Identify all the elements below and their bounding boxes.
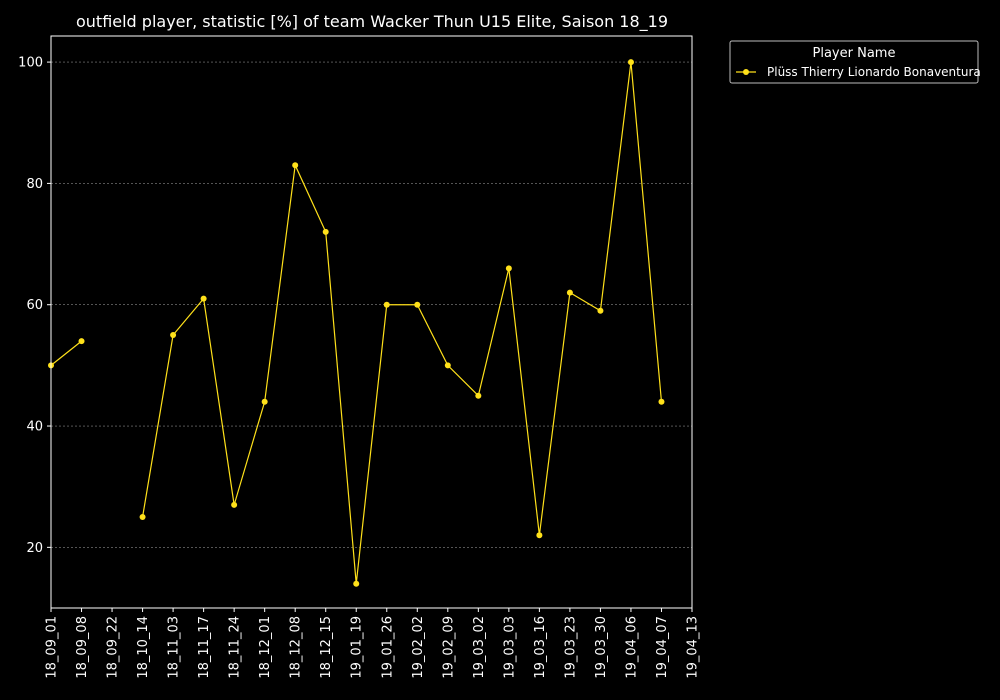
x-tick-label: 18_11_24 <box>228 616 243 679</box>
data-point <box>475 392 482 399</box>
x-axis: 18_09_01 18_09_08 18_09_22 18_10_14 18_11_03… <box>45 608 701 679</box>
legend-title: Player Name <box>813 46 896 61</box>
data-point <box>78 338 85 345</box>
y-tick-label: 80 <box>26 177 43 192</box>
x-tick-label: 19_02_09 <box>441 616 456 679</box>
data-point <box>444 362 451 369</box>
x-tick-label: 19_03_23 <box>563 616 578 679</box>
y-tick-label: 100 <box>18 56 43 71</box>
legend: Player Name Plüss Thierry Lionardo Bonav… <box>729 40 981 84</box>
x-tick-label: 19_03_03 <box>502 616 517 679</box>
data-point <box>170 332 177 339</box>
data-point <box>200 295 207 302</box>
x-tick-label: 19_03_02 <box>472 616 487 679</box>
data-point <box>292 162 299 169</box>
data-point <box>505 265 512 272</box>
legend-marker-swatch <box>743 69 749 75</box>
y-tick-label: 40 <box>26 420 43 435</box>
x-tick-label: 19_04_13 <box>686 616 701 679</box>
x-tick-label: 18_10_14 <box>136 616 151 679</box>
x-tick-label: 18_11_17 <box>197 616 212 679</box>
x-tick-label: 19_03_16 <box>533 616 548 679</box>
data-point <box>139 514 146 521</box>
x-tick-label: 18_09_22 <box>106 616 121 679</box>
x-tick-label: 19_02_02 <box>411 616 426 679</box>
plot-frame <box>50 35 693 609</box>
legend-box <box>729 40 979 84</box>
data-point <box>566 289 573 296</box>
data-point <box>658 398 665 405</box>
y-tick-label: 60 <box>26 298 43 313</box>
data-point <box>231 501 238 508</box>
x-tick-label: 19_01_26 <box>380 616 395 679</box>
x-tick-label: 18_12_15 <box>319 616 334 679</box>
series-layer <box>48 59 665 587</box>
chart-title: outfield player, statistic [%] of team W… <box>76 12 668 32</box>
data-point <box>414 301 421 308</box>
data-point <box>383 301 390 308</box>
x-tick-label: 19_01_19 <box>350 616 365 679</box>
series-line <box>141 62 663 584</box>
data-point <box>597 307 604 314</box>
data-point <box>536 532 543 539</box>
x-tick-label: 19_04_07 <box>655 616 670 679</box>
legend-label: Plüss Thierry Lionardo Bonaventura <box>767 65 981 79</box>
x-tick-label: 19_04_06 <box>624 616 639 679</box>
x-tick-label: 18_09_08 <box>75 616 90 679</box>
x-tick-label: 18_12_08 <box>289 616 304 679</box>
x-tick-label: 18_11_03 <box>167 616 182 679</box>
y-axis: 20 40 60 80 100 <box>18 56 51 556</box>
x-tick-label: 19_03_30 <box>594 616 609 679</box>
data-point <box>627 59 634 66</box>
data-point <box>261 398 268 405</box>
data-point <box>353 580 360 587</box>
x-tick-label: 18_12_01 <box>258 616 273 679</box>
y-tick-label: 20 <box>26 541 43 556</box>
data-point <box>322 228 329 235</box>
series-line <box>50 340 82 366</box>
grid-lines <box>51 61 692 548</box>
x-tick-label: 18_09_01 <box>45 616 60 679</box>
